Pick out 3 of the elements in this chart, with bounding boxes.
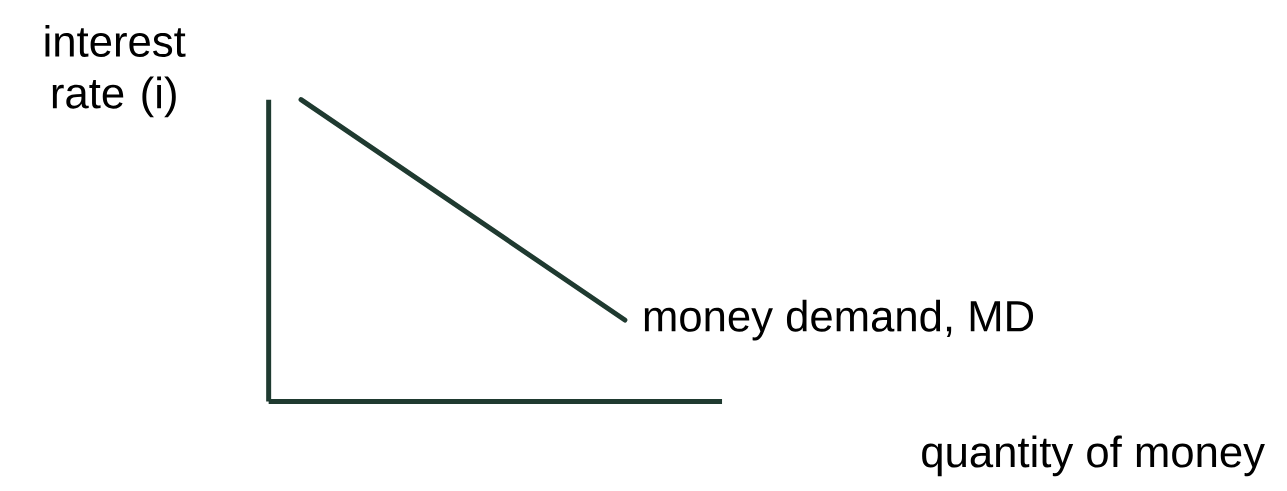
x-axis-title: quantity of money <box>922 435 1265 477</box>
series-label: money demand, MD <box>644 299 1034 341</box>
y-axis-title: interest rate (i) <box>45 25 186 118</box>
